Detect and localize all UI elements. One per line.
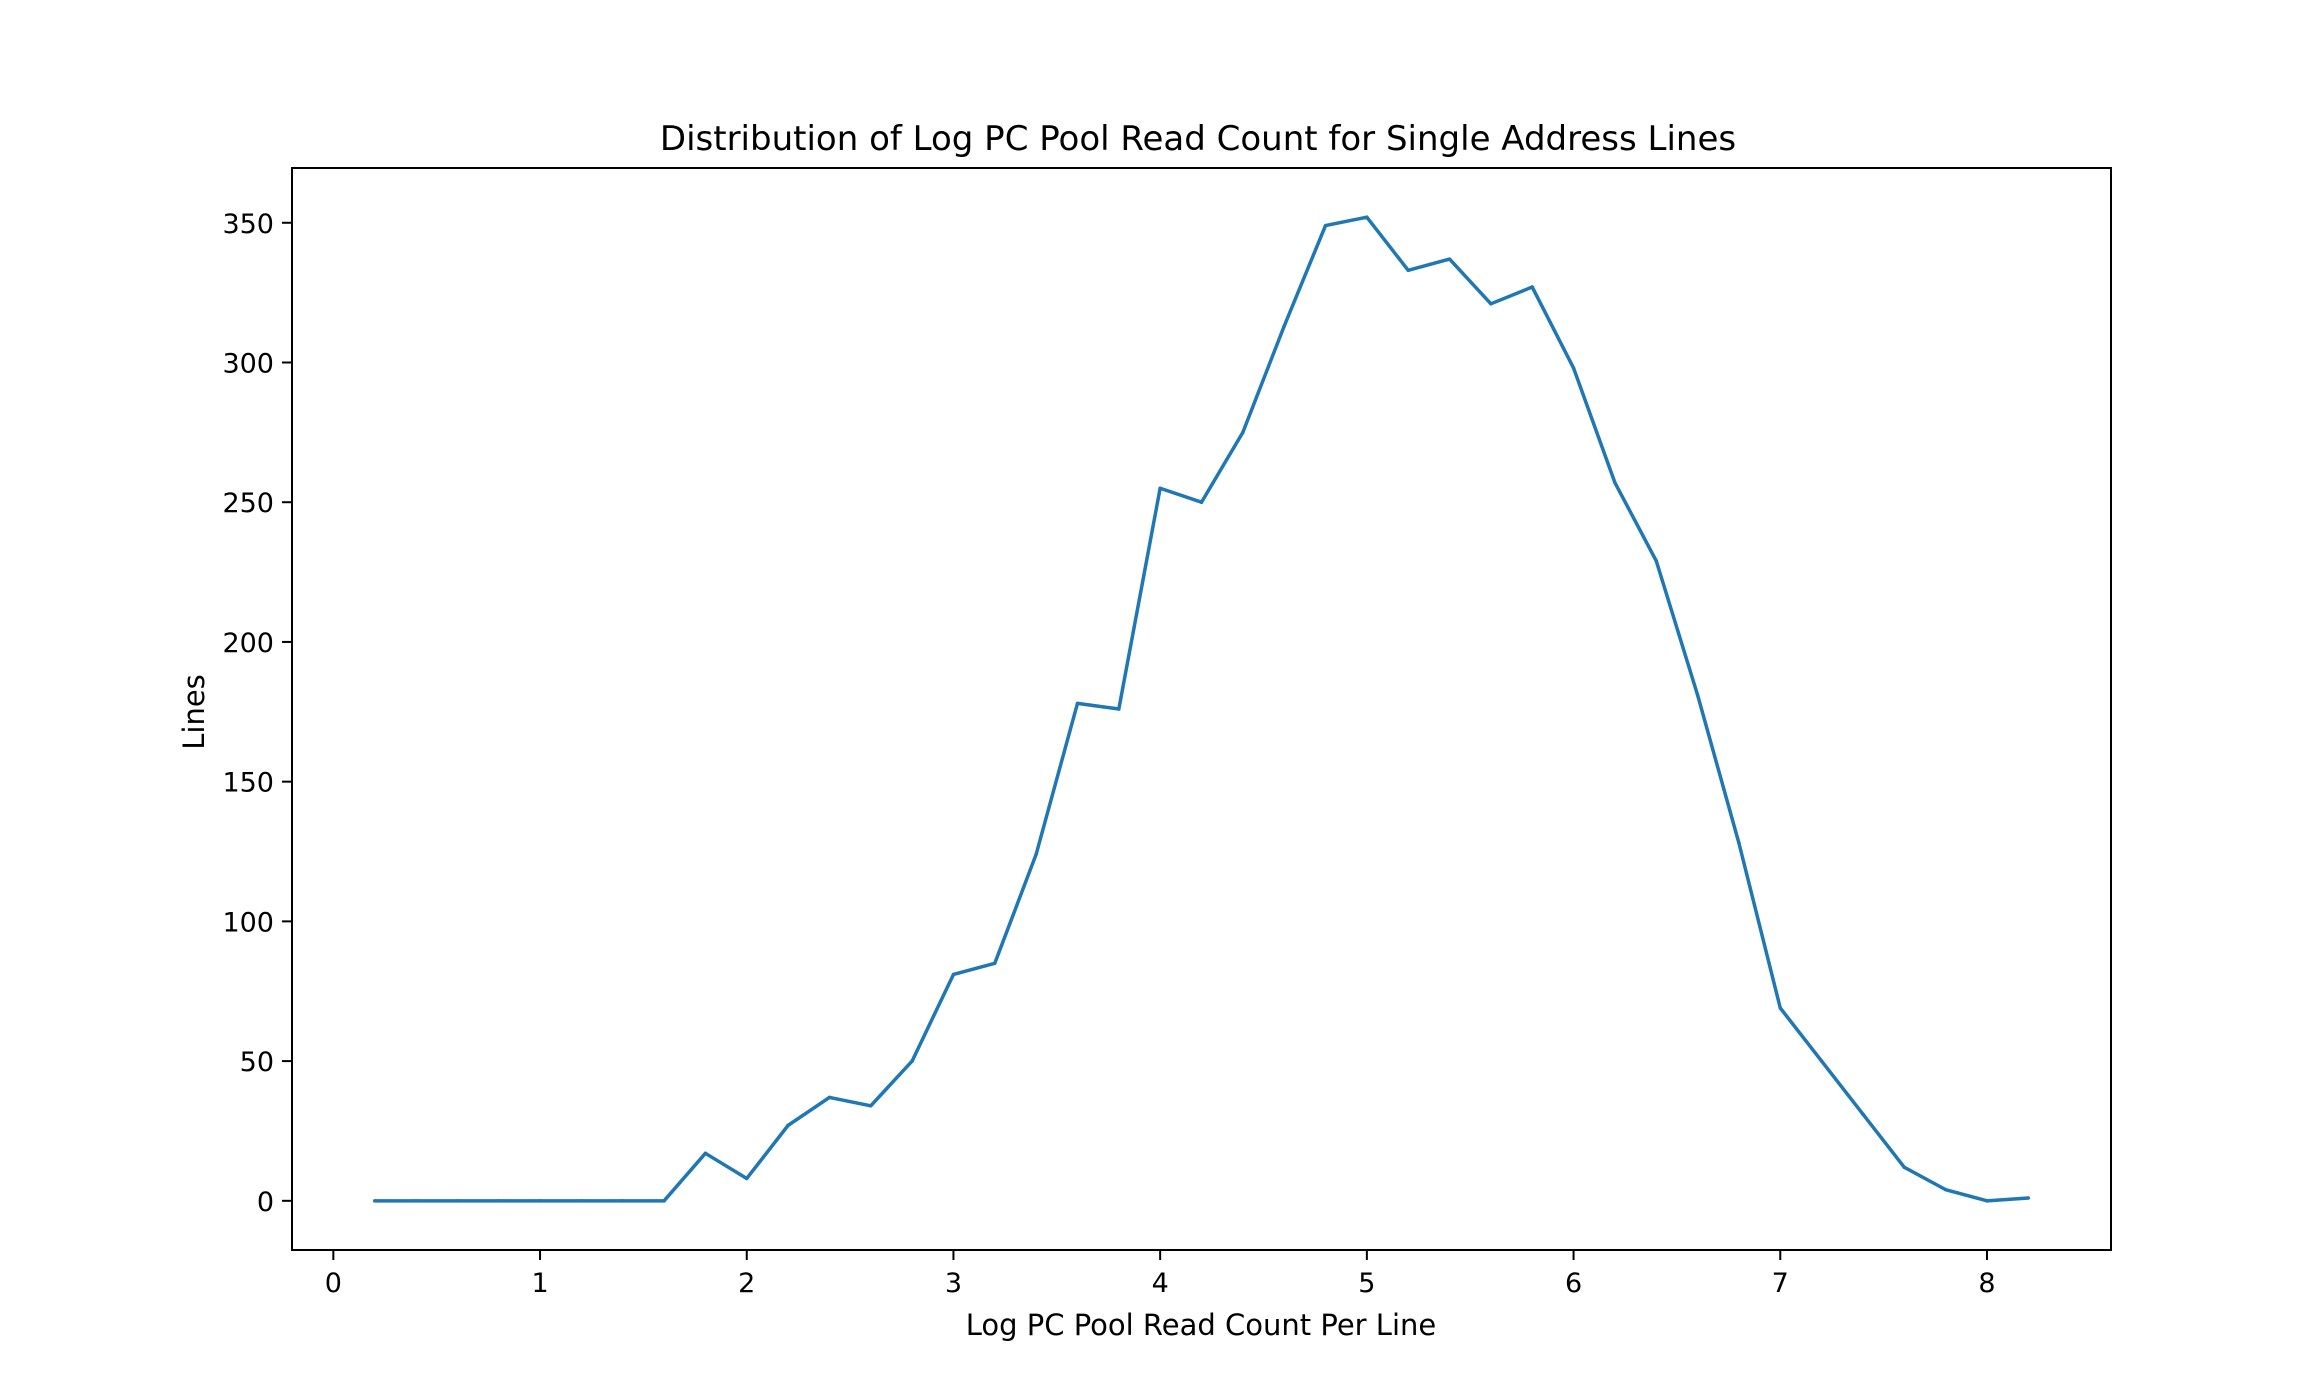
x-axis: 0 1 2 3 4 5 6 7 8 — [325, 1250, 1996, 1299]
y-tick-label: 350 — [222, 209, 274, 240]
series-point — [1819, 1059, 1824, 1063]
series-point — [1241, 430, 1245, 435]
y-tick-label: 150 — [222, 768, 274, 799]
series-point — [869, 1104, 873, 1108]
series-point — [1613, 480, 1617, 485]
y-tick-label: 200 — [222, 628, 274, 659]
series-points — [372, 215, 2031, 1203]
series-point — [910, 1059, 914, 1063]
y-tick-label: 300 — [222, 348, 274, 379]
x-tick-label: 4 — [1152, 1268, 1169, 1299]
y-tick-label: 100 — [222, 907, 274, 938]
x-tick-label: 8 — [1978, 1268, 1995, 1299]
series-point — [1323, 223, 1328, 228]
series-point — [1861, 1112, 1865, 1116]
series-point — [1282, 324, 1286, 328]
series-point — [1447, 257, 1452, 261]
series-point — [1737, 841, 1741, 845]
series-point — [1034, 852, 1038, 857]
x-tick-label: 3 — [945, 1268, 962, 1299]
series-point — [372, 1199, 377, 1203]
series-point — [993, 961, 997, 966]
series-point — [662, 1199, 666, 1203]
series-point — [579, 1199, 584, 1203]
series-point — [786, 1123, 790, 1128]
series-point — [1489, 302, 1493, 306]
series-point — [1654, 559, 1658, 563]
series-point — [1365, 215, 1369, 219]
series-point — [703, 1151, 708, 1156]
series-point — [455, 1199, 460, 1203]
series-point — [827, 1095, 832, 1100]
y-axis-label: Lines — [177, 674, 211, 750]
series-point — [620, 1199, 625, 1203]
series-point — [2026, 1196, 2031, 1200]
x-tick-label: 6 — [1565, 1268, 1582, 1299]
series-point — [1406, 268, 1410, 273]
series-point — [1530, 285, 1534, 289]
series-point — [538, 1199, 542, 1203]
x-tick-label: 2 — [738, 1268, 755, 1299]
series-point — [1985, 1199, 1989, 1203]
series-point — [745, 1176, 749, 1181]
series-point — [951, 972, 956, 977]
y-axis: 0 50 100 150 200 250 300 350 — [222, 209, 292, 1218]
x-tick-label: 5 — [1358, 1268, 1375, 1299]
series-point — [1075, 701, 1080, 706]
series-point — [1158, 486, 1162, 490]
series-point — [1695, 693, 1700, 697]
y-tick-label: 250 — [222, 488, 274, 519]
series-point — [414, 1199, 418, 1203]
plot-area-frame — [291, 167, 2112, 1251]
chart-title: Distribution of Log PC Pool Read Count f… — [660, 119, 1736, 159]
series-point — [1943, 1187, 1948, 1192]
x-tick-label: 0 — [325, 1268, 342, 1299]
x-tick-label: 7 — [1772, 1268, 1789, 1299]
series-point — [1571, 366, 1576, 370]
series-point — [1117, 707, 1121, 711]
series-point — [1778, 1006, 1783, 1010]
series-point — [1199, 500, 1204, 504]
y-tick-label: 0 — [257, 1187, 274, 1218]
series-point — [496, 1199, 501, 1203]
series-point — [1902, 1165, 1907, 1170]
x-tick-label: 1 — [531, 1268, 548, 1299]
y-tick-label: 50 — [240, 1047, 274, 1078]
x-axis-label: Log PC Pool Read Count Per Line — [966, 1308, 1437, 1342]
